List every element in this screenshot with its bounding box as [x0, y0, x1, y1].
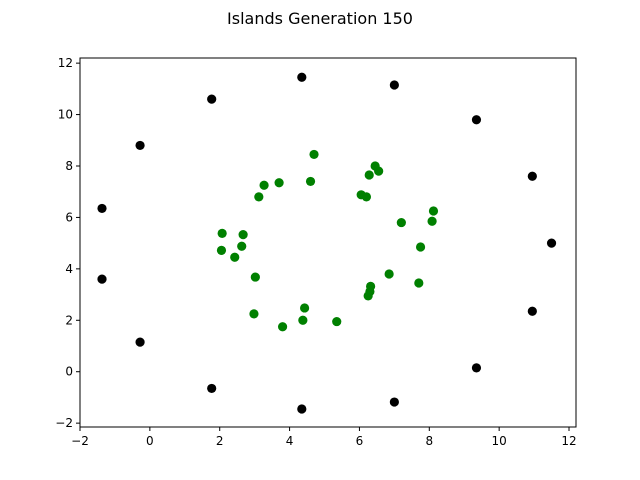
- data-point: [384, 269, 394, 279]
- data-point: [414, 278, 424, 288]
- data-point: [305, 176, 316, 187]
- data-point: [238, 230, 248, 240]
- x-tick-label: 0: [146, 434, 154, 448]
- y-tick-label: 10: [58, 108, 73, 122]
- data-point: [274, 178, 284, 188]
- data-point: [216, 245, 227, 255]
- data-point: [389, 397, 399, 407]
- data-point: [135, 337, 145, 347]
- data-point: [364, 170, 374, 180]
- data-point: [546, 238, 557, 248]
- plot-area: [79, 57, 577, 428]
- data-point: [299, 303, 310, 313]
- y-tick-label: 2: [65, 313, 73, 327]
- x-tick-label: 10: [492, 434, 507, 448]
- x-tick-label: 4: [286, 434, 294, 448]
- data-point: [297, 404, 307, 414]
- y-tick-label: 0: [65, 365, 73, 379]
- data-point: [471, 363, 482, 373]
- data-point: [207, 383, 217, 394]
- data-point: [374, 166, 384, 176]
- x-tick-label: 6: [356, 434, 364, 448]
- data-point: [259, 180, 269, 190]
- data-point: [389, 80, 399, 90]
- y-tick-label: 6: [65, 210, 73, 224]
- data-point: [230, 252, 240, 262]
- data-point: [207, 94, 217, 104]
- data-point: [332, 316, 342, 327]
- y-tick-label: 4: [65, 262, 73, 276]
- data-point: [217, 228, 227, 238]
- data-point: [297, 72, 307, 82]
- data-point: [97, 274, 107, 284]
- x-tick-label: 2: [216, 434, 224, 448]
- y-tick-label: 8: [65, 159, 73, 173]
- chart-title: Islands Generation 150: [227, 9, 413, 28]
- data-point: [250, 272, 260, 282]
- data-point: [298, 315, 308, 325]
- x-axis: −2 0 2 4 6 8 10 12: [71, 427, 577, 448]
- data-point: [277, 322, 288, 332]
- data-point: [471, 115, 482, 125]
- data-point: [237, 241, 247, 251]
- data-point: [97, 203, 107, 214]
- data-point: [309, 149, 319, 160]
- data-point: [361, 192, 372, 202]
- y-axis: −2 0 2 4 6 8 10 12: [55, 56, 80, 430]
- data-point: [427, 216, 437, 226]
- y-tick-label: −2: [55, 416, 73, 430]
- plot-frame: [79, 57, 577, 428]
- data-point: [135, 140, 145, 151]
- x-tick-label: 12: [561, 434, 576, 448]
- data-point: [254, 192, 264, 202]
- data-point: [396, 217, 406, 228]
- x-tick-label: −2: [71, 434, 89, 448]
- x-tick-label: 8: [425, 434, 433, 448]
- y-tick-label: 12: [58, 56, 73, 70]
- data-point: [527, 171, 537, 181]
- data-point: [527, 306, 537, 316]
- data-point: [415, 242, 426, 252]
- data-point: [363, 291, 373, 301]
- data-point: [428, 206, 439, 216]
- data-point: [249, 309, 259, 319]
